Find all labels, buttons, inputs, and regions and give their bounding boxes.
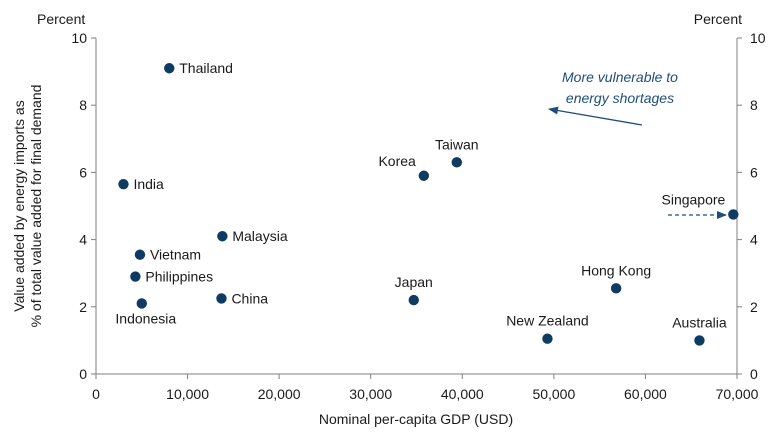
point-label-korea: Korea xyxy=(378,153,416,169)
annotation-line1: More vulnerable to xyxy=(562,69,678,85)
y-tick-label-left: 0 xyxy=(79,366,87,382)
y-tick-label-right: 8 xyxy=(750,97,758,113)
point-philippines xyxy=(130,271,141,282)
y-tick-label-right: 4 xyxy=(750,232,758,248)
x-tick-label: 0 xyxy=(92,386,100,402)
point-new-zealand xyxy=(542,333,553,344)
y-unit-right: Percent xyxy=(694,11,742,27)
point-label-australia: Australia xyxy=(672,314,727,330)
point-label-thailand: Thailand xyxy=(179,60,233,76)
x-tick-label: 70,000 xyxy=(716,386,759,402)
point-label-india: India xyxy=(133,176,164,192)
ticks-layer: 0 02 24 46 68 810 100 10,000 20,000 30,000 40,000 5… xyxy=(71,30,765,402)
x-axis-title: Nominal per-capita GDP (USD) xyxy=(319,411,513,427)
point-vietnam xyxy=(134,249,146,260)
y-tick-label-right: 2 xyxy=(750,299,758,315)
y-tick-label-right: 6 xyxy=(750,164,758,180)
x-tick-label: 60,000 xyxy=(624,386,667,402)
points-layer: Thailand India Vietnam Philippines Indonesia… xyxy=(115,60,739,346)
x-tick-label: 50,000 xyxy=(532,386,575,402)
point-label-vietnam: Vietnam xyxy=(150,247,201,263)
x-tick-label: 40,000 xyxy=(441,386,484,402)
point-japan xyxy=(408,294,419,306)
y-tick-label-right: 10 xyxy=(750,30,766,46)
point-label-singapore: Singapore xyxy=(662,191,726,207)
point-label-china: China xyxy=(231,290,268,306)
vulnerability-arrow xyxy=(548,106,643,126)
point-korea xyxy=(418,170,430,181)
y-tick-label-left: 10 xyxy=(71,30,87,46)
point-label-indonesia: Indonesia xyxy=(115,310,176,326)
y-tick-label-left: 8 xyxy=(79,97,87,113)
point-hong-kong xyxy=(610,283,622,294)
point-label-taiwan: Taiwan xyxy=(435,136,479,152)
x-tick-label: 20,000 xyxy=(258,386,301,402)
point-label-new-zealand: New Zealand xyxy=(506,313,589,329)
point-label-hong-kong: Hong Kong xyxy=(581,262,651,278)
y-axis-title-line2: % of total value added for final demand xyxy=(28,85,44,328)
y-tick-label-right: 0 xyxy=(750,366,758,382)
point-india xyxy=(118,178,129,190)
point-taiwan xyxy=(451,157,462,168)
y-tick-label-left: 2 xyxy=(79,299,87,315)
y-tick-label-left: 6 xyxy=(79,164,87,180)
point-label-philippines: Philippines xyxy=(145,269,213,285)
point-thailand xyxy=(164,63,175,74)
y-tick-label-left: 4 xyxy=(79,232,87,248)
point-china xyxy=(216,293,227,304)
x-tick-label: 10,000 xyxy=(166,386,209,402)
point-label-malaysia: Malaysia xyxy=(232,228,287,244)
y-axis-title-line1: Value added by energy imports as xyxy=(11,100,27,311)
point-indonesia xyxy=(136,298,147,309)
x-tick-label: 30,000 xyxy=(349,386,392,402)
point-label-japan: Japan xyxy=(395,274,433,290)
point-australia xyxy=(694,335,705,346)
point-malaysia xyxy=(217,231,228,242)
annotation-line2: energy shortages xyxy=(566,90,674,106)
y-axis-title: Value added by energy imports as % of to… xyxy=(11,85,44,328)
point-singapore xyxy=(728,209,739,220)
y-unit-left: Percent xyxy=(37,11,85,27)
